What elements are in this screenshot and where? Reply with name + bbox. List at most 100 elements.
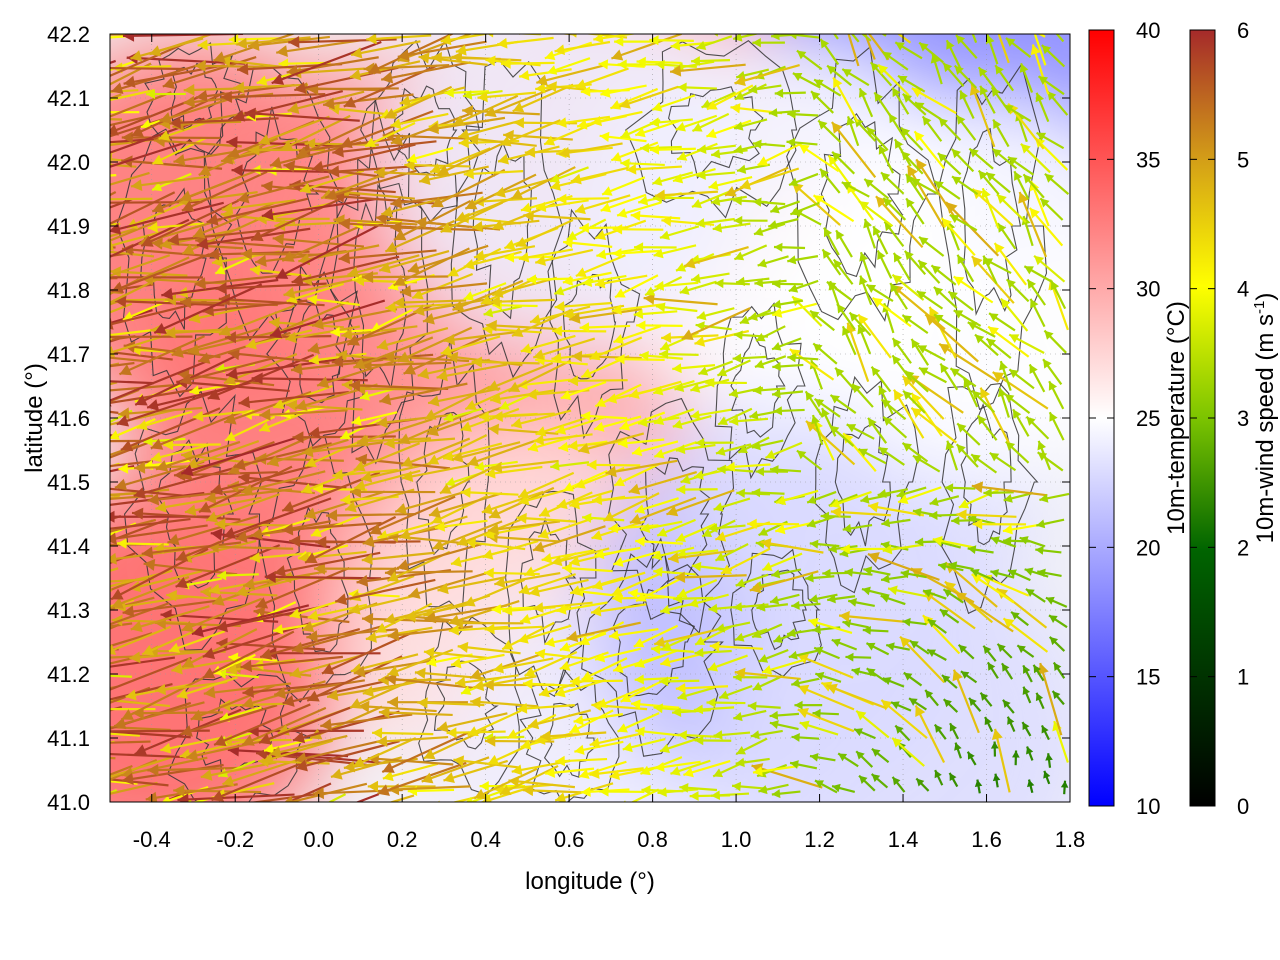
wind-vector-408 <box>448 600 520 626</box>
wind-vector-216 <box>1002 699 1015 714</box>
wind-vector-811 <box>813 397 841 418</box>
wind-vector-236 <box>326 683 403 701</box>
x-tick-label-0: -0.4 <box>133 827 171 852</box>
wind-vector-1041 <box>971 255 1015 304</box>
wind-vector-582 <box>640 520 683 534</box>
wind-vector-1009 <box>385 301 452 313</box>
wind-vector-1144 <box>872 225 889 255</box>
wind-vector-181 <box>292 710 400 744</box>
contour-8-1 <box>156 439 234 589</box>
wind-vector-688 <box>562 469 608 492</box>
wind-vector-855 <box>594 383 642 408</box>
wind-vector-382 <box>1010 611 1029 627</box>
wind-vector-745 <box>578 432 645 454</box>
wind-vector-633 <box>556 489 613 510</box>
wind-vector-1157 <box>110 220 158 242</box>
wind-colorbar-tick-label-0: 0 <box>1237 794 1249 819</box>
wind-vector-345 <box>291 624 385 654</box>
wind-vector-1557 <box>350 40 421 59</box>
wind-vector-1511 <box>518 68 572 81</box>
wind-vector-1019 <box>563 304 625 320</box>
wind-vector-746 <box>617 438 665 449</box>
wind-vector-61 <box>121 763 224 785</box>
wind-vector-708 <box>945 440 959 471</box>
wind-vector-123 <box>269 734 348 758</box>
wind-vector-1080 <box>690 272 730 284</box>
wind-vector-1578 <box>752 38 785 48</box>
wind-vector-30 <box>599 786 645 797</box>
wind-vector-1025 <box>696 307 735 321</box>
wind-vector-931 <box>985 337 1012 359</box>
wind-vector-717 <box>110 440 152 459</box>
wind-vector-800 <box>593 415 642 432</box>
wind-vector-90 <box>683 759 731 778</box>
wind-vector-1317 <box>1007 155 1035 176</box>
wind-vector-1559 <box>368 34 455 74</box>
wind-vector-225 <box>120 677 204 721</box>
contour-21-1 <box>730 332 786 438</box>
wind-vector-398 <box>289 598 344 619</box>
wind-vector-796 <box>510 409 572 429</box>
wind-vector-49 <box>974 779 983 794</box>
wind-vector-317 <box>831 638 858 651</box>
wind-vector-925 <box>891 337 912 364</box>
wind-vector-1453 <box>452 94 519 126</box>
wind-vector-532 <box>720 547 771 575</box>
wind-vector-806 <box>717 407 753 426</box>
wind-vector-643 <box>751 487 785 498</box>
wind-vector-1220 <box>221 199 296 215</box>
wind-vector-1038 <box>933 286 958 309</box>
wind-vector-527 <box>635 536 683 547</box>
wind-vector-1538 <box>1033 34 1047 66</box>
wind-vector-64 <box>200 761 277 781</box>
wind-vector-769 <box>1048 411 1065 441</box>
wind-vector-595 <box>881 518 911 528</box>
wind-vector-768 <box>1025 415 1050 440</box>
wind-vector-1568 <box>554 40 611 56</box>
wind-vector-871 <box>904 369 929 393</box>
wind-vector-1463 <box>651 94 696 112</box>
wind-vector-754 <box>765 441 803 459</box>
wind-vector-1248 <box>752 197 786 207</box>
wind-vector-712 <box>1005 440 1030 464</box>
wind-vector-364 <box>653 628 717 648</box>
wind-vector-1237 <box>535 199 589 213</box>
wind-vector-1521 <box>669 63 746 77</box>
wind-vector-1484 <box>1037 75 1065 96</box>
wind-vector-89 <box>670 759 711 776</box>
wind-vector-54 <box>1060 780 1069 795</box>
wind-vector-940 <box>118 335 206 376</box>
wind-vector-869 <box>870 366 892 393</box>
wind-vector-1286 <box>418 165 489 185</box>
wind-vector-759 <box>867 417 888 444</box>
wind-vector-1554 <box>276 39 361 58</box>
wind-vector-1094 <box>956 254 975 283</box>
wind-vector-88 <box>654 760 701 773</box>
wind-vector-1586 <box>892 0 926 33</box>
wind-vector-282 <box>171 657 245 675</box>
wind-vector-703 <box>842 432 877 472</box>
wind-vector-78 <box>453 755 519 769</box>
wind-vector-45 <box>891 776 906 793</box>
wind-vector-1460 <box>600 84 647 98</box>
wind-vector-1225 <box>261 197 379 221</box>
wind-vector-487 <box>867 552 940 581</box>
wind-vector-679 <box>355 453 451 470</box>
wind-vector-472 <box>635 578 681 603</box>
wind-vector-1362 <box>846 116 860 147</box>
wind-vector-830 <box>110 387 203 405</box>
wind-vector-1581 <box>833 34 839 40</box>
wind-vector-1307 <box>831 151 856 175</box>
wind-vector-761 <box>893 389 925 439</box>
wind-vector-314 <box>761 658 805 675</box>
wind-vector-973 <box>755 325 786 342</box>
wind-vector-329 <box>1048 636 1066 652</box>
wind-vector-1400 <box>499 119 561 147</box>
wind-vector-366 <box>715 621 751 633</box>
wind-vector-1188 <box>659 225 700 241</box>
wind-vector-79 <box>473 767 538 800</box>
wind-vector-201 <box>706 697 746 708</box>
y-tick-label-7: 41.7 <box>47 342 90 367</box>
wind-vector-213 <box>942 698 959 713</box>
wind-vector-184 <box>378 706 453 719</box>
